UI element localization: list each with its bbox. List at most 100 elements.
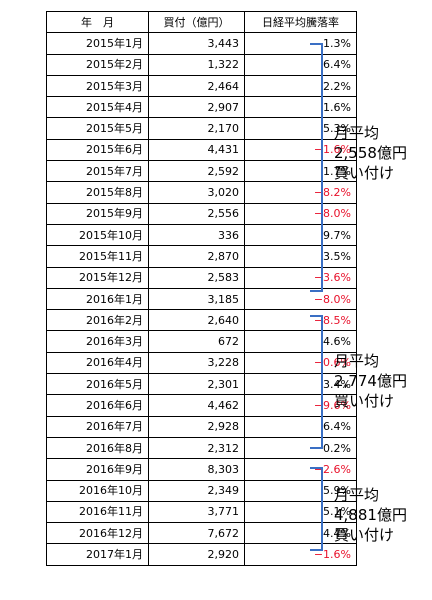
month-cell: 2016年2月 [46, 309, 149, 332]
annotation-amount: 4,881億円 [334, 506, 407, 524]
annotation-label: 月平均 [334, 124, 380, 142]
table-row: 2016年12月 7,672 4.4% [46, 522, 357, 545]
amount-cell: 7,672 [148, 522, 245, 545]
header-amount: 買付（億円） [148, 10, 245, 34]
month-cell: 2016年7月 [46, 415, 149, 438]
purchase-table: 年 月 買付（億円） 日経平均騰落率 2015年1月 3,443 1.3% 2015年… [46, 10, 357, 566]
amount-cell: 2,583 [148, 266, 245, 289]
rate-cell: 9.7% [244, 223, 357, 247]
table-row: 2016年4月 3,228 −0.6% [46, 351, 357, 375]
amount-cell: 4,462 [148, 394, 245, 417]
annotation-2016-h2: 月平均 4,881億円 買い付け [334, 485, 407, 545]
table-row: 2016年10月 2,349 5.9% [46, 479, 357, 502]
month-cell: 2015年5月 [46, 117, 149, 140]
rate-cell: 1.3% [244, 32, 357, 55]
amount-cell: 3,020 [148, 181, 245, 204]
month-cell: 2016年3月 [46, 330, 149, 353]
amount-cell: 2,928 [148, 415, 245, 438]
month-cell: 2015年8月 [46, 181, 149, 204]
month-cell: 2016年4月 [46, 351, 149, 375]
table-row: 2016年5月 2,301 3.4% [46, 373, 357, 396]
table-row: 2017年1月 2,920 −1.6% [46, 543, 357, 566]
month-cell: 2016年9月 [46, 458, 149, 481]
rate-cell: −8.0% [244, 287, 357, 311]
annotation-action: 買い付け [334, 392, 395, 410]
amount-cell: 2,920 [148, 543, 245, 566]
table-header-row: 年 月 買付（億円） 日経平均騰落率 [46, 10, 357, 34]
rate-cell: −8.5% [244, 309, 357, 332]
month-cell: 2015年10月 [46, 223, 149, 247]
annotation-2015: 月平均 2,558億円 買い付け [334, 123, 407, 183]
amount-cell: 2,312 [148, 436, 245, 460]
table-row: 2016年3月 672 4.6% [46, 330, 357, 353]
month-cell: 2015年9月 [46, 202, 149, 225]
amount-cell: 3,228 [148, 351, 245, 375]
month-cell: 2016年12月 [46, 522, 149, 545]
table-row: 2015年9月 2,556 −8.0% [46, 202, 357, 225]
amount-cell: 2,349 [148, 479, 245, 502]
amount-cell: 1,322 [148, 53, 245, 76]
rate-cell: 4.6% [244, 330, 357, 353]
annotation-action: 買い付け [334, 164, 395, 182]
table-row: 2016年11月 3,771 5.1% [46, 500, 357, 524]
month-cell: 2015年2月 [46, 53, 149, 76]
table-row: 2015年1月 3,443 1.3% [46, 32, 357, 55]
month-cell: 2015年6月 [46, 138, 149, 162]
table-body: 2015年1月 3,443 1.3% 2015年2月 1,322 6.4% 2015年3月 2… [46, 32, 357, 566]
table-row: 2016年8月 2,312 0.2% [46, 436, 357, 460]
month-cell: 2016年8月 [46, 436, 149, 460]
table-row: 2015年10月 336 9.7% [46, 223, 357, 247]
month-cell: 2016年5月 [46, 373, 149, 396]
table-row: 2015年3月 2,464 2.2% [46, 74, 357, 98]
amount-cell: 2,870 [148, 245, 245, 268]
month-cell: 2015年3月 [46, 74, 149, 98]
table-row: 2016年2月 2,640 −8.5% [46, 309, 357, 332]
amount-cell: 4,431 [148, 138, 245, 162]
month-cell: 2015年7月 [46, 160, 149, 183]
month-cell: 2016年10月 [46, 479, 149, 502]
table-row: 2016年9月 8,303 −2.6% [46, 458, 357, 481]
table-row: 2015年5月 2,170 5.3% [46, 117, 357, 140]
rate-cell: 1.6% [244, 96, 357, 119]
month-cell: 2015年12月 [46, 266, 149, 289]
month-cell: 2017年1月 [46, 543, 149, 566]
table-row: 2015年7月 2,592 1.7% [46, 160, 357, 183]
amount-cell: 8,303 [148, 458, 245, 481]
rate-cell: 0.2% [244, 436, 357, 460]
amount-cell: 2,170 [148, 117, 245, 140]
table-row: 2015年4月 2,907 1.6% [46, 96, 357, 119]
amount-cell: 2,592 [148, 160, 245, 183]
table-row: 2015年11月 2,870 3.5% [46, 245, 357, 268]
month-cell: 2015年11月 [46, 245, 149, 268]
annotation-amount: 2,774億円 [334, 372, 407, 390]
month-cell: 2016年1月 [46, 287, 149, 311]
table-row: 2016年7月 2,928 6.4% [46, 415, 357, 438]
month-cell: 2016年6月 [46, 394, 149, 417]
amount-cell: 2,464 [148, 74, 245, 98]
rate-cell: −8.0% [244, 202, 357, 225]
amount-cell: 2,301 [148, 373, 245, 396]
header-month: 年 月 [46, 10, 149, 34]
table-row: 2015年2月 1,322 6.4% [46, 53, 357, 76]
table-row: 2015年12月 2,583 −3.6% [46, 266, 357, 289]
header-rate: 日経平均騰落率 [244, 10, 357, 34]
annotation-label: 月平均 [334, 352, 380, 370]
amount-cell: 336 [148, 223, 245, 247]
table-row: 2015年8月 3,020 −8.2% [46, 181, 357, 204]
rate-cell: 3.5% [244, 245, 357, 268]
amount-cell: 3,771 [148, 500, 245, 524]
amount-cell: 3,185 [148, 287, 245, 311]
rate-cell: −3.6% [244, 266, 357, 289]
amount-cell: 672 [148, 330, 245, 353]
amount-cell: 2,907 [148, 96, 245, 119]
month-cell: 2015年1月 [46, 32, 149, 55]
annotation-action: 買い付け [334, 526, 395, 544]
month-cell: 2016年11月 [46, 500, 149, 524]
amount-cell: 3,443 [148, 32, 245, 55]
table-row: 2016年6月 4,462 −9.6% [46, 394, 357, 417]
table-row: 2016年1月 3,185 −8.0% [46, 287, 357, 311]
annotation-2016-h1: 月平均 2,774億円 買い付け [334, 351, 407, 411]
annotation-label: 月平均 [334, 486, 380, 504]
rate-cell: −8.2% [244, 181, 357, 204]
rate-cell: 6.4% [244, 415, 357, 438]
